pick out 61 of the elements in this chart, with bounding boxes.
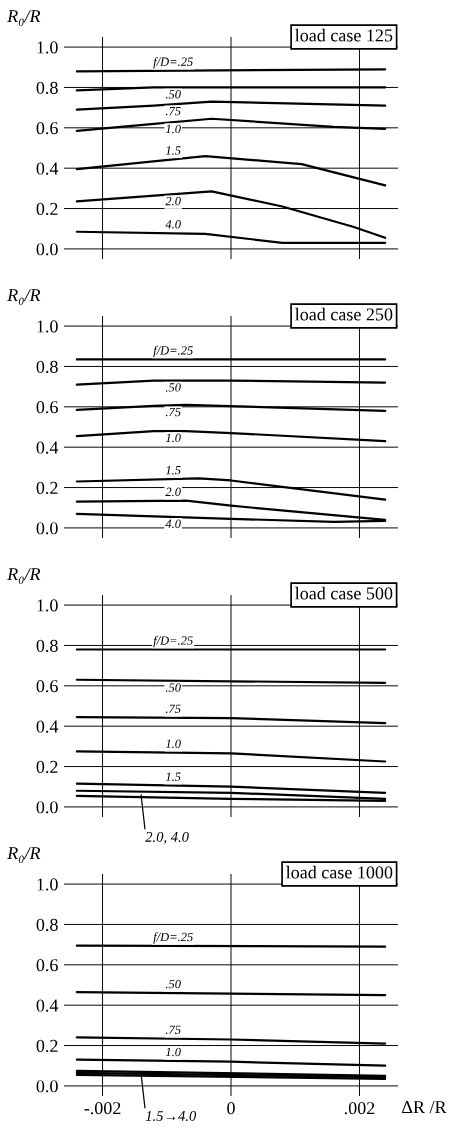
series-label: 1.5	[165, 465, 181, 475]
y-tick-label: 0.0	[36, 522, 58, 535]
y-axis-title: R₀/R	[7, 568, 41, 584]
series-label: f/D=.25	[153, 635, 193, 648]
y-tick-label: 1.0	[37, 41, 58, 54]
y-tick-label: 0.0	[36, 243, 58, 256]
series-label: 1.5	[165, 772, 181, 781]
y-tick-label: 1.0	[37, 599, 58, 612]
series-label: 1.0	[165, 1047, 181, 1057]
series-label: 4.0	[165, 220, 181, 229]
x-axis-title: ΔR /R	[402, 1101, 447, 1114]
y-tick-label: 0.4	[36, 441, 59, 454]
chart-title: load case 1000	[286, 865, 393, 879]
x-tick-label: -.002	[84, 1102, 121, 1115]
series-label: 2.0	[165, 196, 181, 206]
annotation: 2.0, 4.0	[145, 832, 189, 844]
y-tick-label: 0.2	[36, 202, 58, 216]
series-label: 4.0	[165, 519, 181, 529]
y-tick-label: 0.8	[36, 360, 58, 373]
series-label: f/D=.25	[153, 345, 193, 358]
series-label: .50	[165, 979, 181, 989]
y-tick-label: 0.0	[36, 801, 58, 814]
series-label: f/D=.25	[153, 56, 193, 69]
series-label: 1.0	[165, 124, 181, 134]
series-label: .75	[165, 407, 181, 417]
y-tick-label: 0.2	[36, 481, 58, 495]
x-tick-label: .002	[344, 1102, 375, 1115]
chart-title: load case 250	[295, 307, 393, 321]
series-label: .75	[165, 106, 181, 116]
series-label: 1.0	[165, 433, 181, 443]
y-axis-title: R₀/R	[7, 289, 41, 305]
series-label: 2.0	[165, 487, 181, 497]
y-tick-label: 0.6	[36, 401, 58, 414]
series-label: 1.5	[165, 146, 181, 155]
series-label: f/D=.25	[153, 932, 193, 944]
y-tick-label: 1.0	[37, 878, 58, 891]
series-label: 1.0	[165, 739, 181, 748]
y-tick-label: 0.8	[36, 639, 58, 652]
y-axis-title: R₀/R	[7, 10, 41, 26]
y-tick-label: 0.8	[36, 918, 58, 931]
series-label: .75	[165, 1025, 181, 1035]
y-tick-label: 1.0	[37, 320, 58, 333]
series-label: .50	[165, 683, 181, 692]
y-axis-title: R₀/R	[7, 847, 41, 863]
x-tick-label: 0	[227, 1102, 235, 1115]
series-label: .75	[165, 704, 181, 714]
chart-title: load case 125	[295, 28, 393, 42]
y-tick-label: 0.6	[36, 122, 58, 135]
y-tick-label: 0.0	[36, 1080, 58, 1093]
y-tick-label: 0.6	[36, 680, 58, 693]
y-tick-label: 0.4	[36, 720, 59, 733]
y-tick-label: 0.4	[36, 162, 59, 175]
y-tick-label: 0.2	[36, 1039, 58, 1053]
series-label: .50	[165, 383, 181, 392]
series-label: .50	[165, 90, 181, 99]
annotation: 1.5→4.0	[145, 1111, 197, 1121]
y-tick-label: 0.6	[36, 959, 58, 972]
chart-title: load case 500	[295, 586, 393, 600]
y-tick-label: 0.2	[36, 760, 58, 774]
y-tick-label: 0.8	[36, 81, 58, 94]
y-tick-label: 0.4	[36, 999, 59, 1012]
